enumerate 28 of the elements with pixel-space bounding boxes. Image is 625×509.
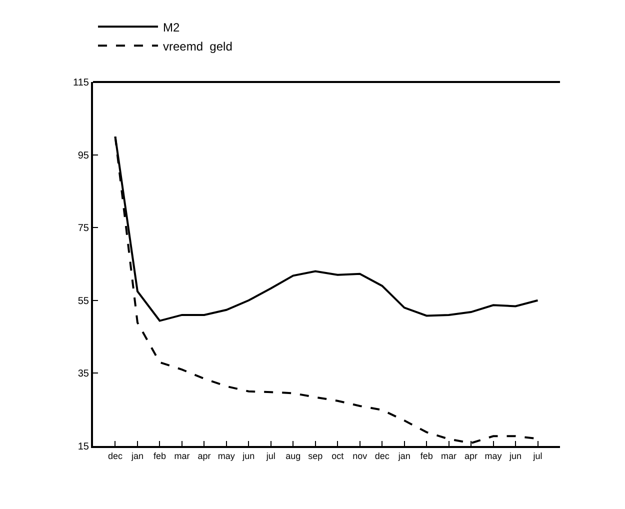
y-tick-label: 35 [78,368,90,380]
x-tick-label: mar [441,450,457,461]
x-tick-label: apr [464,450,478,461]
legend-label: M2 [163,20,180,34]
x-tick-label: jun [242,450,255,461]
x-tick-label: jan [130,450,144,461]
x-tick-label: oct [332,450,344,461]
x-tick-label: may [218,450,236,461]
x-tick-label: dec [374,450,390,461]
x-tick-label: jul [265,450,276,461]
x-tick-label: jul [532,450,542,461]
legend-label: vreemd geld [163,39,232,54]
x-tick-label: mar [174,450,190,461]
x-tick-label: jun [508,450,522,461]
y-tick-label: 55 [78,296,90,307]
y-tick-label: 15 [78,442,90,452]
y-tick-label: 75 [78,223,90,234]
y-tick-label: 115 [73,78,90,88]
x-tick-label: sep [308,450,323,461]
x-tick-label: feb [153,450,166,461]
x-tick-label: nov [352,450,368,461]
x-tick-label: feb [420,450,433,461]
x-tick-label: jan [397,450,410,461]
x-tick-label: may [484,450,502,461]
x-tick-label: apr [198,450,211,461]
x-tick-label: dec [108,450,123,461]
y-tick-label: 95 [78,150,90,162]
x-tick-label: aug [286,450,301,461]
